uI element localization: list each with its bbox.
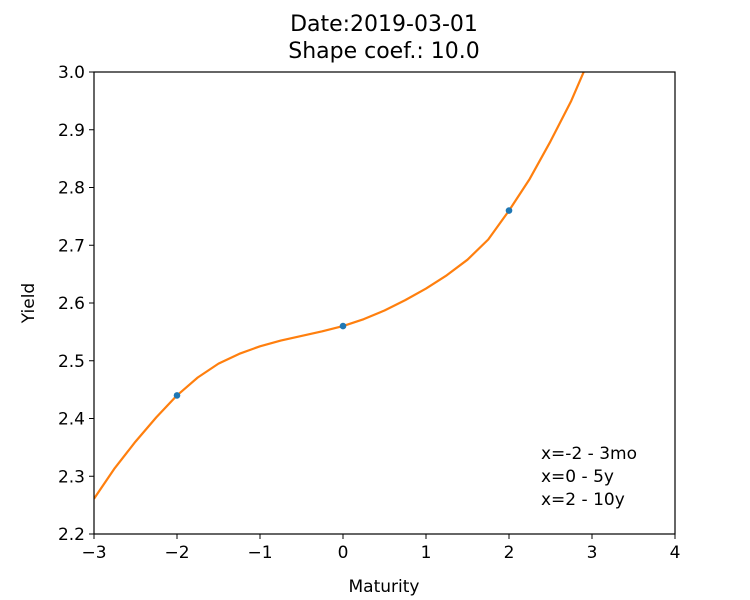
annotation-line: x=-2 - 3mo <box>541 444 637 464</box>
data-point <box>505 207 513 214</box>
y-tick-label: 2.2 <box>58 525 85 545</box>
y-tick-label: 2.8 <box>58 179 85 199</box>
x-tick-label: 2 <box>504 543 515 563</box>
maturity-legend-annotations: x=-2 - 3mo x=0 - 5y x=2 - 10y <box>541 444 637 510</box>
x-tick-label: −1 <box>247 543 272 563</box>
annotation-line: x=2 - 10y <box>541 490 625 510</box>
x-tick-label: −3 <box>81 543 106 563</box>
y-tick-label: 2.7 <box>58 236 85 256</box>
y-axis-ticks: 2.2 2.3 2.4 2.5 2.6 2.7 2.8 2.9 3.0 <box>58 63 94 545</box>
x-axis-ticks: −3 −2 −1 0 1 2 3 4 <box>81 534 680 563</box>
chart-subtitle: Shape coef.: 10.0 <box>288 39 480 64</box>
data-point <box>339 322 347 330</box>
axes-frame <box>93 71 676 535</box>
y-tick-label: 2.3 <box>58 467 85 487</box>
x-tick-label: 3 <box>587 543 598 563</box>
x-tick-label: 4 <box>670 543 681 563</box>
data-point <box>173 392 181 399</box>
annotation-line: x=0 - 5y <box>541 467 614 487</box>
x-tick-label: −2 <box>164 543 189 563</box>
y-tick-label: 2.9 <box>58 121 85 141</box>
chart-title: Date:2019-03-01 <box>290 12 478 37</box>
x-tick-label: 1 <box>421 543 432 563</box>
y-tick-label: 2.6 <box>58 294 85 314</box>
x-tick-label: 0 <box>338 543 349 563</box>
y-axis-label: Yield <box>19 283 39 324</box>
y-tick-label: 2.4 <box>58 410 85 430</box>
x-axis-label: Maturity <box>349 577 420 597</box>
plot-area <box>94 72 585 500</box>
y-tick-label: 2.5 <box>58 352 85 372</box>
y-tick-label: 3.0 <box>58 63 85 83</box>
